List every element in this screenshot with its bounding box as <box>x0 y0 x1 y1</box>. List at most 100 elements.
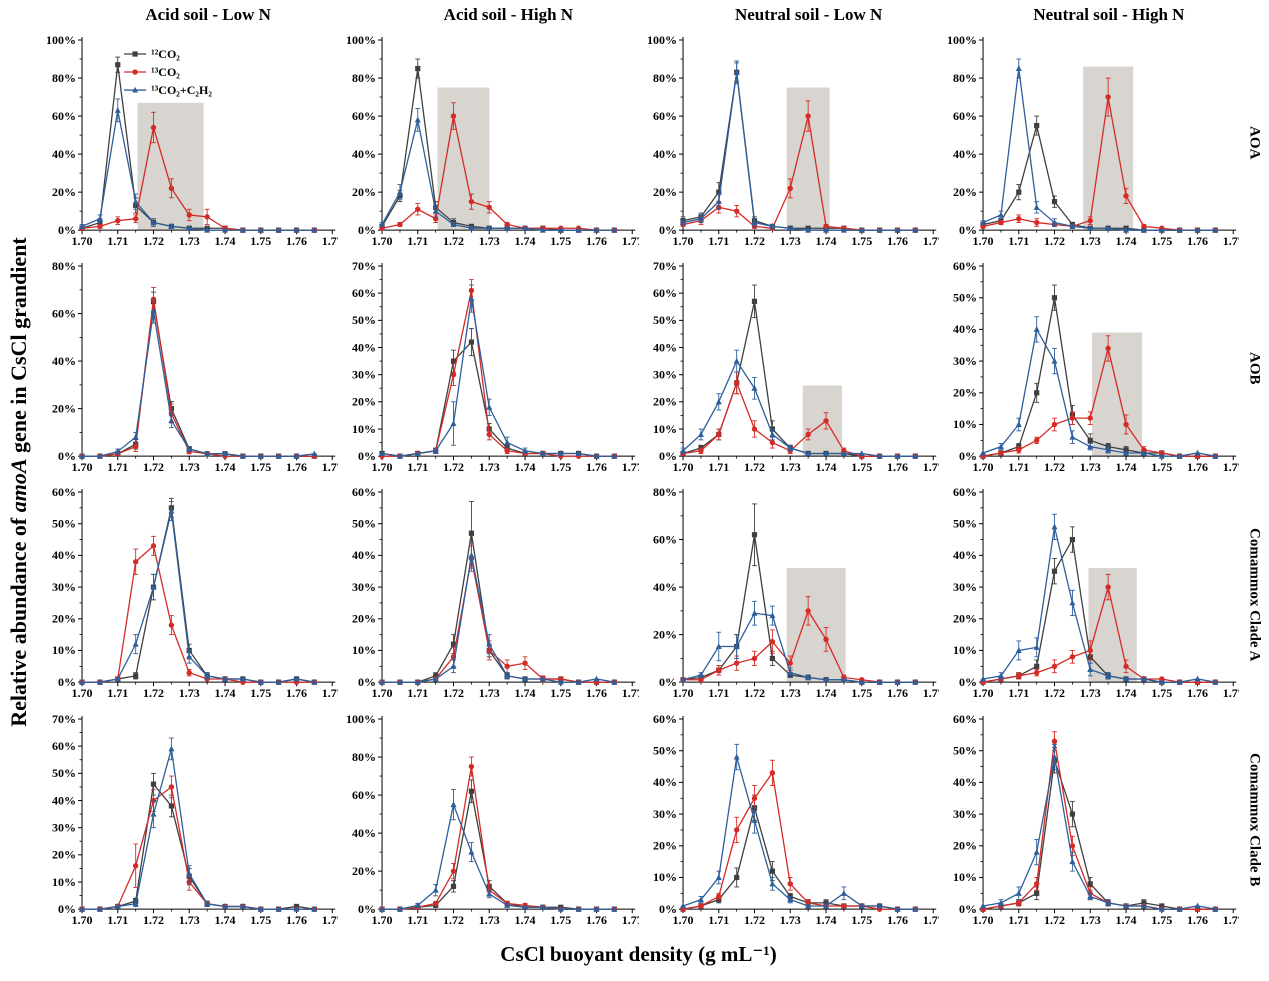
svg-text:60%: 60% <box>52 485 76 499</box>
svg-text:70%: 70% <box>352 259 376 273</box>
svg-text:80%: 80% <box>953 71 977 85</box>
svg-text:10%: 10% <box>352 644 376 658</box>
svg-text:1.72: 1.72 <box>1044 913 1065 927</box>
svg-text:1.74: 1.74 <box>215 687 236 701</box>
svg-text:1.70: 1.70 <box>72 913 93 927</box>
row-label-comammox-clade-a: Comammox Clade A <box>1246 527 1263 662</box>
svg-text:100%: 100% <box>46 33 76 47</box>
svg-text:1.72: 1.72 <box>443 234 464 248</box>
svg-text:1.75: 1.75 <box>551 687 572 701</box>
svg-text:10%: 10% <box>52 644 76 658</box>
svg-text:1.77: 1.77 <box>922 913 939 927</box>
row-label-aoa: AOA <box>1246 126 1263 160</box>
svg-text:10%: 10% <box>653 870 677 884</box>
svg-text:1.70: 1.70 <box>372 234 393 248</box>
svg-text:1.74: 1.74 <box>515 234 536 248</box>
svg-text:30%: 30% <box>52 580 76 594</box>
svg-text:0%: 0% <box>959 675 977 689</box>
svg-text:1.75: 1.75 <box>851 913 872 927</box>
svg-text:100%: 100% <box>346 711 376 725</box>
svg-text:1.75: 1.75 <box>851 234 872 248</box>
svg-text:1.76: 1.76 <box>1187 460 1208 474</box>
svg-text:60%: 60% <box>653 533 677 547</box>
svg-text:1.73: 1.73 <box>479 687 500 701</box>
svg-text:40%: 40% <box>52 147 76 161</box>
svg-text:20%: 20% <box>653 395 677 409</box>
svg-text:¹³CO₂: ¹³CO₂ <box>151 65 180 79</box>
svg-text:1.77: 1.77 <box>322 687 339 701</box>
subplot-aoa-neutral-high-n: 1.70 1.71 1.72 1.73 1.74 1.75 1.76 1.77 0% 20% 40%… <box>939 30 1239 256</box>
svg-text:40%: 40% <box>52 793 76 807</box>
svg-text:1.71: 1.71 <box>107 460 128 474</box>
svg-text:1.73: 1.73 <box>179 913 200 927</box>
svg-text:80%: 80% <box>52 259 76 273</box>
svg-text:50%: 50% <box>953 291 977 305</box>
svg-text:60%: 60% <box>52 109 76 123</box>
svg-text:1.77: 1.77 <box>322 460 339 474</box>
svg-text:1.75: 1.75 <box>1151 913 1172 927</box>
svg-text:1.76: 1.76 <box>1187 687 1208 701</box>
svg-text:1.74: 1.74 <box>1115 460 1136 474</box>
svg-text:1.75: 1.75 <box>250 913 271 927</box>
row-labels: AOA AOB Comammox Clade A Comammox Clade … <box>1239 30 1269 933</box>
svg-text:40%: 40% <box>352 549 376 563</box>
svg-text:1.77: 1.77 <box>922 687 939 701</box>
svg-text:1.72: 1.72 <box>743 460 764 474</box>
svg-text:1.73: 1.73 <box>179 234 200 248</box>
svg-text:1.74: 1.74 <box>815 234 836 248</box>
svg-text:1.77: 1.77 <box>322 913 339 927</box>
svg-text:100%: 100% <box>647 33 677 47</box>
svg-text:1.70: 1.70 <box>672 913 693 927</box>
svg-text:1.73: 1.73 <box>779 687 800 701</box>
svg-text:30%: 30% <box>352 580 376 594</box>
subplot-aob-acid-low-n: 1.70 1.71 1.72 1.73 1.74 1.75 1.76 1.77 0% 20% 40%… <box>38 256 338 482</box>
svg-text:60%: 60% <box>352 787 376 801</box>
row-label-aob: AOB <box>1246 352 1263 385</box>
svg-text:1.74: 1.74 <box>1115 913 1136 927</box>
svg-text:0%: 0% <box>58 902 76 916</box>
svg-text:0%: 0% <box>959 902 977 916</box>
svg-text:60%: 60% <box>953 711 977 725</box>
svg-text:1.77: 1.77 <box>1222 913 1239 927</box>
svg-text:1.77: 1.77 <box>322 234 339 248</box>
svg-text:40%: 40% <box>953 147 977 161</box>
svg-text:1.71: 1.71 <box>107 234 128 248</box>
svg-text:40%: 40% <box>953 775 977 789</box>
svg-text:1.73: 1.73 <box>779 234 800 248</box>
svg-text:1.72: 1.72 <box>743 687 764 701</box>
svg-text:1.70: 1.70 <box>72 234 93 248</box>
column-title-neutral-high-n: Neutral soil - High N <box>1033 5 1185 24</box>
svg-text:1.73: 1.73 <box>479 913 500 927</box>
svg-text:1.76: 1.76 <box>286 687 307 701</box>
subplot-aob-neutral-high-n: 1.70 1.71 1.72 1.73 1.74 1.75 1.76 1.77 0% 10% 20%… <box>939 256 1239 482</box>
svg-text:1.76: 1.76 <box>887 913 908 927</box>
svg-text:20%: 20% <box>352 864 376 878</box>
svg-text:40%: 40% <box>653 775 677 789</box>
svg-text:1.74: 1.74 <box>815 687 836 701</box>
svg-text:1.72: 1.72 <box>1044 460 1065 474</box>
svg-text:1.74: 1.74 <box>215 234 236 248</box>
subplot-comammox-clade-b-neutral-high-n: 1.70 1.71 1.72 1.73 1.74 1.75 1.76 1.77 0% 10% 20%… <box>939 709 1239 935</box>
svg-text:1.76: 1.76 <box>887 234 908 248</box>
svg-text:0%: 0% <box>959 449 977 463</box>
subplot-comammox-clade-a-acid-high-n: 1.70 1.71 1.72 1.73 1.74 1.75 1.76 1.77 0% 10% 20%… <box>338 482 638 708</box>
svg-text:30%: 30% <box>953 580 977 594</box>
svg-text:0%: 0% <box>58 449 76 463</box>
svg-text:1.72: 1.72 <box>143 913 164 927</box>
svg-text:60%: 60% <box>953 109 977 123</box>
svg-text:1.72: 1.72 <box>443 460 464 474</box>
svg-text:1.76: 1.76 <box>286 234 307 248</box>
svg-text:1.75: 1.75 <box>250 234 271 248</box>
svg-text:1.73: 1.73 <box>779 460 800 474</box>
svg-text:40%: 40% <box>653 340 677 354</box>
svg-text:40%: 40% <box>352 340 376 354</box>
svg-text:0%: 0% <box>358 675 376 689</box>
svg-text:1.76: 1.76 <box>586 913 607 927</box>
svg-text:1.76: 1.76 <box>887 460 908 474</box>
svg-text:60%: 60% <box>953 259 977 273</box>
svg-text:1.70: 1.70 <box>972 687 993 701</box>
svg-text:50%: 50% <box>352 517 376 531</box>
svg-text:20%: 20% <box>52 402 76 416</box>
svg-text:50%: 50% <box>953 517 977 531</box>
svg-text:1.72: 1.72 <box>443 913 464 927</box>
